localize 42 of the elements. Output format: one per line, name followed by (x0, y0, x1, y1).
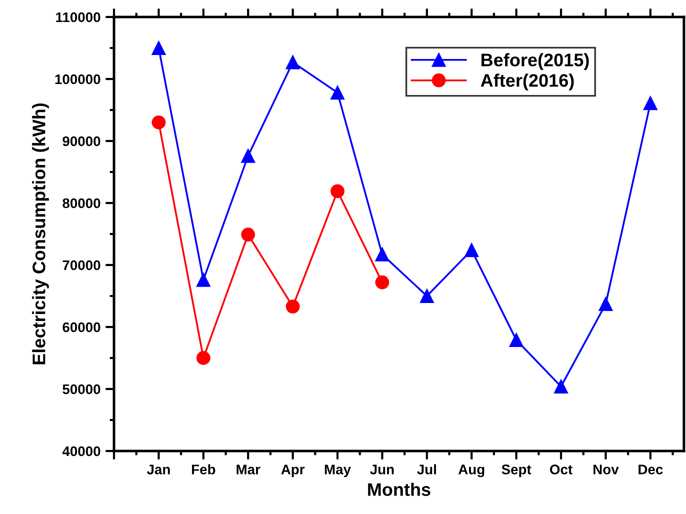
x-tick-label: Apr (281, 464, 305, 478)
x-tick-label: Oct (550, 464, 572, 474)
x-tick-label: Sept (502, 464, 532, 478)
y-axis-title: Electricity Consumption (kWh) (32, 103, 49, 364)
y-tick-label: 110000 (56, 12, 100, 22)
point (330, 184, 344, 198)
legend-label: After(2016) (480, 74, 574, 90)
y-tick-label: 40000 (62, 446, 100, 456)
y-tick-label: 50000 (62, 384, 100, 394)
point (464, 243, 479, 258)
point (554, 380, 568, 394)
x-axis-title: Months (368, 482, 430, 496)
point (375, 248, 390, 262)
point (598, 297, 613, 312)
point (643, 96, 658, 110)
point (286, 55, 300, 70)
x-tick-label: Dec (638, 464, 663, 474)
x-tick-label: May (324, 464, 351, 478)
point (241, 148, 256, 163)
point (196, 351, 210, 365)
x-tick-label: Mar (236, 464, 260, 474)
point (241, 228, 256, 242)
x-tick-label: Jan (146, 464, 170, 474)
x-tick-label: Jul (417, 464, 436, 474)
point (509, 333, 524, 347)
legend-label: Before(2015) (482, 53, 589, 70)
point (375, 275, 390, 290)
y-tick-label: 90000 (62, 136, 100, 146)
point (196, 272, 210, 287)
y-tick-label: 60000 (62, 322, 100, 332)
x-tick-label: Jun (370, 464, 394, 474)
y-tick-label: 70000 (62, 260, 100, 270)
x-tick-label: Feb (192, 464, 216, 474)
point (286, 300, 300, 314)
y-tick-label: 80000 (62, 198, 100, 208)
point (152, 115, 166, 130)
point (152, 41, 166, 55)
point (420, 289, 434, 303)
y-tick-label: 100000 (55, 74, 100, 84)
x-tick-label: Aug (458, 464, 484, 478)
point (330, 86, 344, 100)
x-tick-label: Nov (594, 464, 619, 474)
